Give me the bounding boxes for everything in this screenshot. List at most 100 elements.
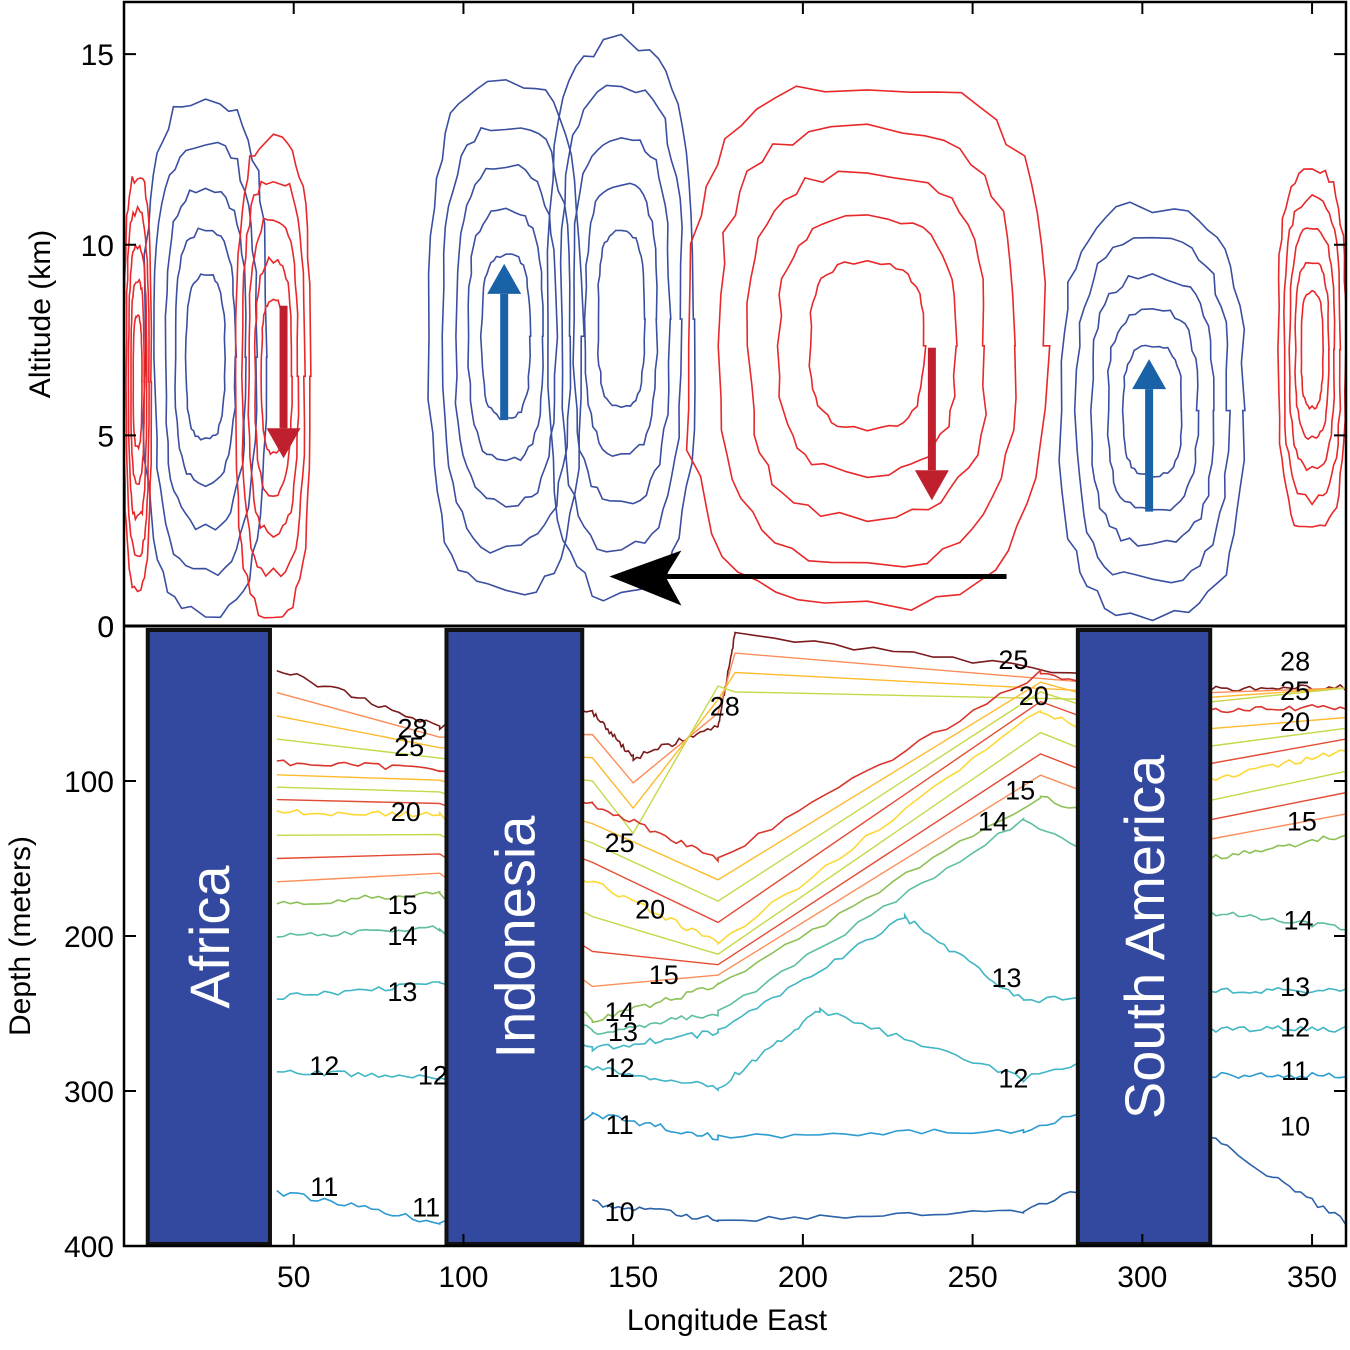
contour-descending-0-2 bbox=[247, 217, 300, 539]
contour-ascending-1-3 bbox=[467, 207, 544, 462]
contour-ascending-0-2 bbox=[164, 187, 247, 531]
contour-ascending-3-3 bbox=[1106, 307, 1200, 512]
landmass-1 bbox=[444, 628, 585, 1246]
isotherm-10-0 bbox=[592, 1136, 1346, 1226]
contour-descending-3-2 bbox=[1288, 227, 1336, 472]
contour-descending-3-1 bbox=[1283, 193, 1342, 506]
contour-ascending-2-2 bbox=[572, 136, 672, 505]
isotherm-label-2: 20 bbox=[391, 797, 421, 827]
depth-axis-title: Depth (meters) bbox=[4, 836, 37, 1036]
figure-frame bbox=[122, 0, 1348, 1248]
contour-descending-2-2 bbox=[127, 243, 148, 522]
circulation-arrows bbox=[266, 263, 1167, 606]
arrow-head-2 bbox=[914, 470, 949, 501]
contour-descending-1-2 bbox=[746, 170, 988, 523]
contour-descending-2-1 bbox=[125, 204, 150, 558]
isotherm-label-7: 12 bbox=[418, 1061, 448, 1091]
isotherm-label-3: 15 bbox=[387, 890, 417, 920]
isotherm-label-33: 10 bbox=[1280, 1112, 1310, 1142]
isotherm-label-0: 28 bbox=[398, 713, 428, 743]
isotherm-label-24: 12 bbox=[998, 1064, 1028, 1094]
isotherm-label-17: 11 bbox=[606, 1110, 634, 1140]
landmass-label-1: Indonesia bbox=[483, 815, 546, 1059]
longitude-tick-label-250: 250 bbox=[948, 1261, 998, 1294]
isotherm-label-28: 15 bbox=[1287, 806, 1317, 836]
isotherm-label-22: 14 bbox=[978, 806, 1008, 836]
altitude-axis-title: Altitude (km) bbox=[24, 230, 57, 398]
contour-ascending-0-1 bbox=[153, 141, 259, 577]
altitude-tick-label-15: 15 bbox=[81, 39, 114, 72]
contour-ascending-0-3 bbox=[174, 227, 238, 488]
depth-axis: 0 100 200 300 400 bbox=[64, 611, 1346, 1264]
contour-ascending-0-0 bbox=[142, 98, 268, 619]
atmosphere-panel: 0 5 10 15 Altitude (km) bbox=[24, 33, 1346, 644]
isotherm-label-32: 11 bbox=[1281, 1056, 1309, 1086]
contour-descending-0-3 bbox=[253, 255, 293, 498]
landmass-label-2: South America bbox=[1113, 754, 1176, 1119]
isotherm-label-21: 15 bbox=[1005, 775, 1035, 805]
depth-tick-label-100: 100 bbox=[64, 766, 114, 799]
contour-descending-2-0 bbox=[124, 176, 153, 593]
circulation-contours bbox=[124, 33, 1346, 622]
contour-descending-0-1 bbox=[240, 180, 307, 578]
depth-tick-label-0: 0 bbox=[97, 611, 114, 644]
isotherm-label-12: 20 bbox=[635, 895, 665, 925]
contour-ascending-2-4 bbox=[596, 229, 646, 409]
isotherm-label-26: 25 bbox=[1280, 676, 1310, 706]
landmass-label-0: Africa bbox=[178, 865, 241, 1009]
contour-ascending-3-4 bbox=[1121, 344, 1183, 478]
contour-descending-2-3 bbox=[130, 278, 146, 485]
arrow-head-4 bbox=[609, 550, 682, 606]
landmasses: Africa Indonesia South America bbox=[145, 628, 1213, 1246]
isotherm-label-31: 12 bbox=[1280, 1012, 1310, 1042]
isotherm-label-18: 10 bbox=[605, 1197, 635, 1227]
isotherm-label-6: 12 bbox=[309, 1051, 339, 1081]
arrow-head-1 bbox=[487, 263, 522, 294]
isotherm-label-14: 14 bbox=[605, 997, 635, 1027]
isotherm-label-11: 25 bbox=[605, 828, 635, 858]
isotherm-label-27: 20 bbox=[1280, 707, 1310, 737]
altitude-tick-label-0: 0 bbox=[97, 611, 114, 644]
contour-ascending-3-2 bbox=[1089, 273, 1215, 547]
contour-descending-3-4 bbox=[1300, 289, 1325, 411]
isotherm-label-23: 13 bbox=[992, 963, 1022, 993]
isotherm-label-29: 14 bbox=[1283, 906, 1313, 936]
contour-descending-1-3 bbox=[776, 214, 958, 479]
isotherm-label-4: 14 bbox=[387, 921, 417, 951]
longitude-tick-label-200: 200 bbox=[778, 1261, 828, 1294]
isotherm-label-15: 13 bbox=[608, 1017, 638, 1047]
contour-descending-1-1 bbox=[717, 123, 1017, 568]
contour-descending-2-4 bbox=[132, 314, 143, 451]
longitude-tick-label-300: 300 bbox=[1117, 1261, 1167, 1294]
contour-descending-3-3 bbox=[1294, 261, 1330, 441]
longitude-tick-label-100: 100 bbox=[438, 1261, 488, 1294]
contour-descending-1-0 bbox=[685, 85, 1051, 611]
contour-ascending-1-1 bbox=[441, 126, 572, 554]
isotherm-label-10: 28 bbox=[710, 692, 740, 722]
isotherm-label-16: 12 bbox=[605, 1053, 635, 1083]
longitude-tick-label-150: 150 bbox=[608, 1261, 658, 1294]
isotherm-label-30: 13 bbox=[1280, 972, 1310, 1002]
longitude-tick-label-50: 50 bbox=[277, 1261, 310, 1294]
isotherm-label-25: 28 bbox=[1280, 647, 1310, 677]
contour-ascending-0-4 bbox=[184, 273, 227, 441]
longitude-tick-label-350: 350 bbox=[1287, 1261, 1337, 1294]
altitude-tick-label-5: 5 bbox=[97, 420, 114, 453]
contour-ascending-2-3 bbox=[583, 182, 659, 458]
isotherm-label-8: 11 bbox=[310, 1172, 338, 1202]
arrow-head-0 bbox=[266, 428, 301, 459]
isotherm-label-9: 11 bbox=[412, 1192, 440, 1222]
contour-descending-1-4 bbox=[808, 259, 927, 432]
contour-descending-0-0 bbox=[234, 133, 312, 619]
contour-ascending-1-2 bbox=[454, 163, 559, 508]
depth-tick-label-200: 200 bbox=[64, 921, 114, 954]
depth-tick-label-400: 400 bbox=[64, 1231, 114, 1264]
isotherm-label-1: 25 bbox=[394, 732, 424, 762]
ocean-panel: Africa Indonesia South America 28252015141… bbox=[4, 2, 1346, 1337]
contour-ascending-2-1 bbox=[559, 84, 683, 553]
isotherm-label-13: 15 bbox=[649, 960, 679, 990]
altitude-axis: 0 5 10 15 bbox=[81, 39, 1346, 644]
isotherm-label-5: 13 bbox=[387, 977, 417, 1007]
